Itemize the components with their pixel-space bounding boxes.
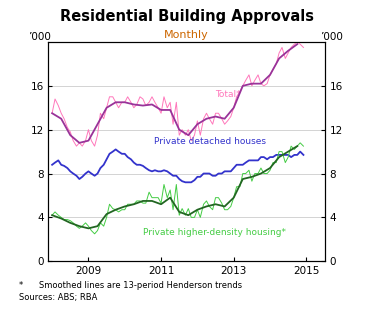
Text: Private detached houses: Private detached houses [154,137,266,146]
Text: Total*: Total* [216,90,241,99]
Text: Monthly: Monthly [164,30,209,39]
Text: Sources: ABS; RBA: Sources: ABS; RBA [19,293,97,302]
Text: ’000: ’000 [28,32,51,42]
Text: Residential Building Approvals: Residential Building Approvals [60,9,313,24]
Text: *      Smoothed lines are 13-period Henderson trends: * Smoothed lines are 13-period Henderson… [19,281,242,290]
Text: ’000: ’000 [320,32,342,42]
Text: Private higher-density housing*: Private higher-density housing* [143,228,286,237]
